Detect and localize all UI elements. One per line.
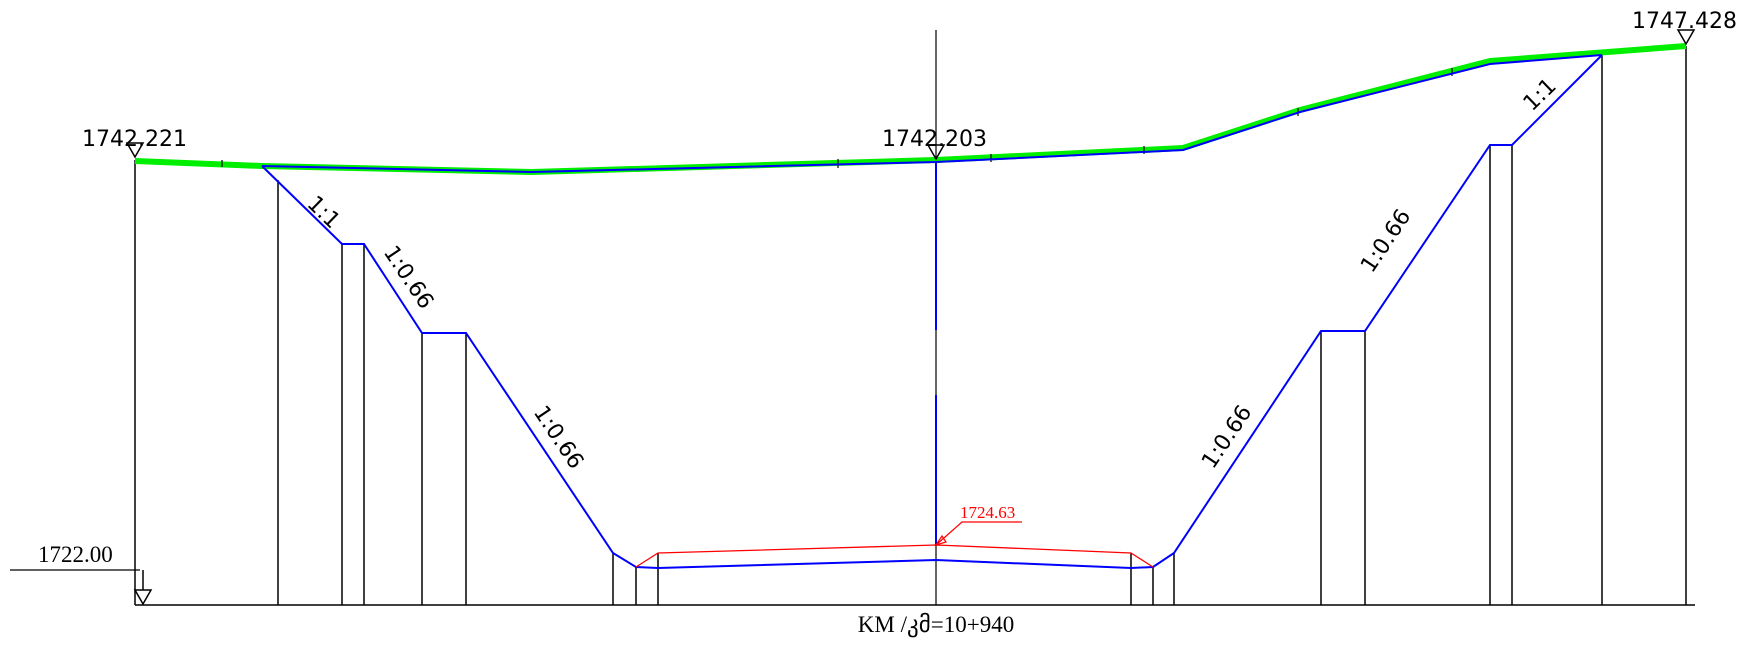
center-ground-elevation-label: 1742.203 <box>882 127 987 152</box>
design-level-label: 1724.63 <box>960 503 1015 522</box>
elevation-marker-icon <box>1676 29 1696 46</box>
design-level-leader <box>934 521 1022 547</box>
left-ground-elevation-label: 1742.221 <box>82 127 187 152</box>
elevation-marker-icon <box>125 142 145 159</box>
datum-elevation-label: 1722.00 <box>38 542 113 567</box>
right-ground-elevation-label: 1747.428 <box>1632 9 1737 34</box>
excavation-left-slopes <box>261 54 1603 570</box>
design-leader-arrow-icon <box>934 534 947 547</box>
ground-profile-line <box>134 43 1687 175</box>
right-upper-slope-label: 1:1 <box>1519 74 1562 117</box>
ordinate-lines <box>134 46 1687 605</box>
design-level-line <box>635 544 1154 568</box>
design-leader-line <box>935 521 1022 546</box>
elevation-markers <box>125 29 1696 606</box>
datum-marker-icon <box>133 589 153 606</box>
excavation-outline <box>261 54 1603 174</box>
chainage-label: KM /კმ=10+940 <box>858 612 1014 638</box>
right-lower-slope-label: 1:0.66 <box>1197 401 1257 473</box>
left-upper-slope-label: 1:1 <box>302 191 345 234</box>
elevation-marker-icon <box>926 144 946 161</box>
